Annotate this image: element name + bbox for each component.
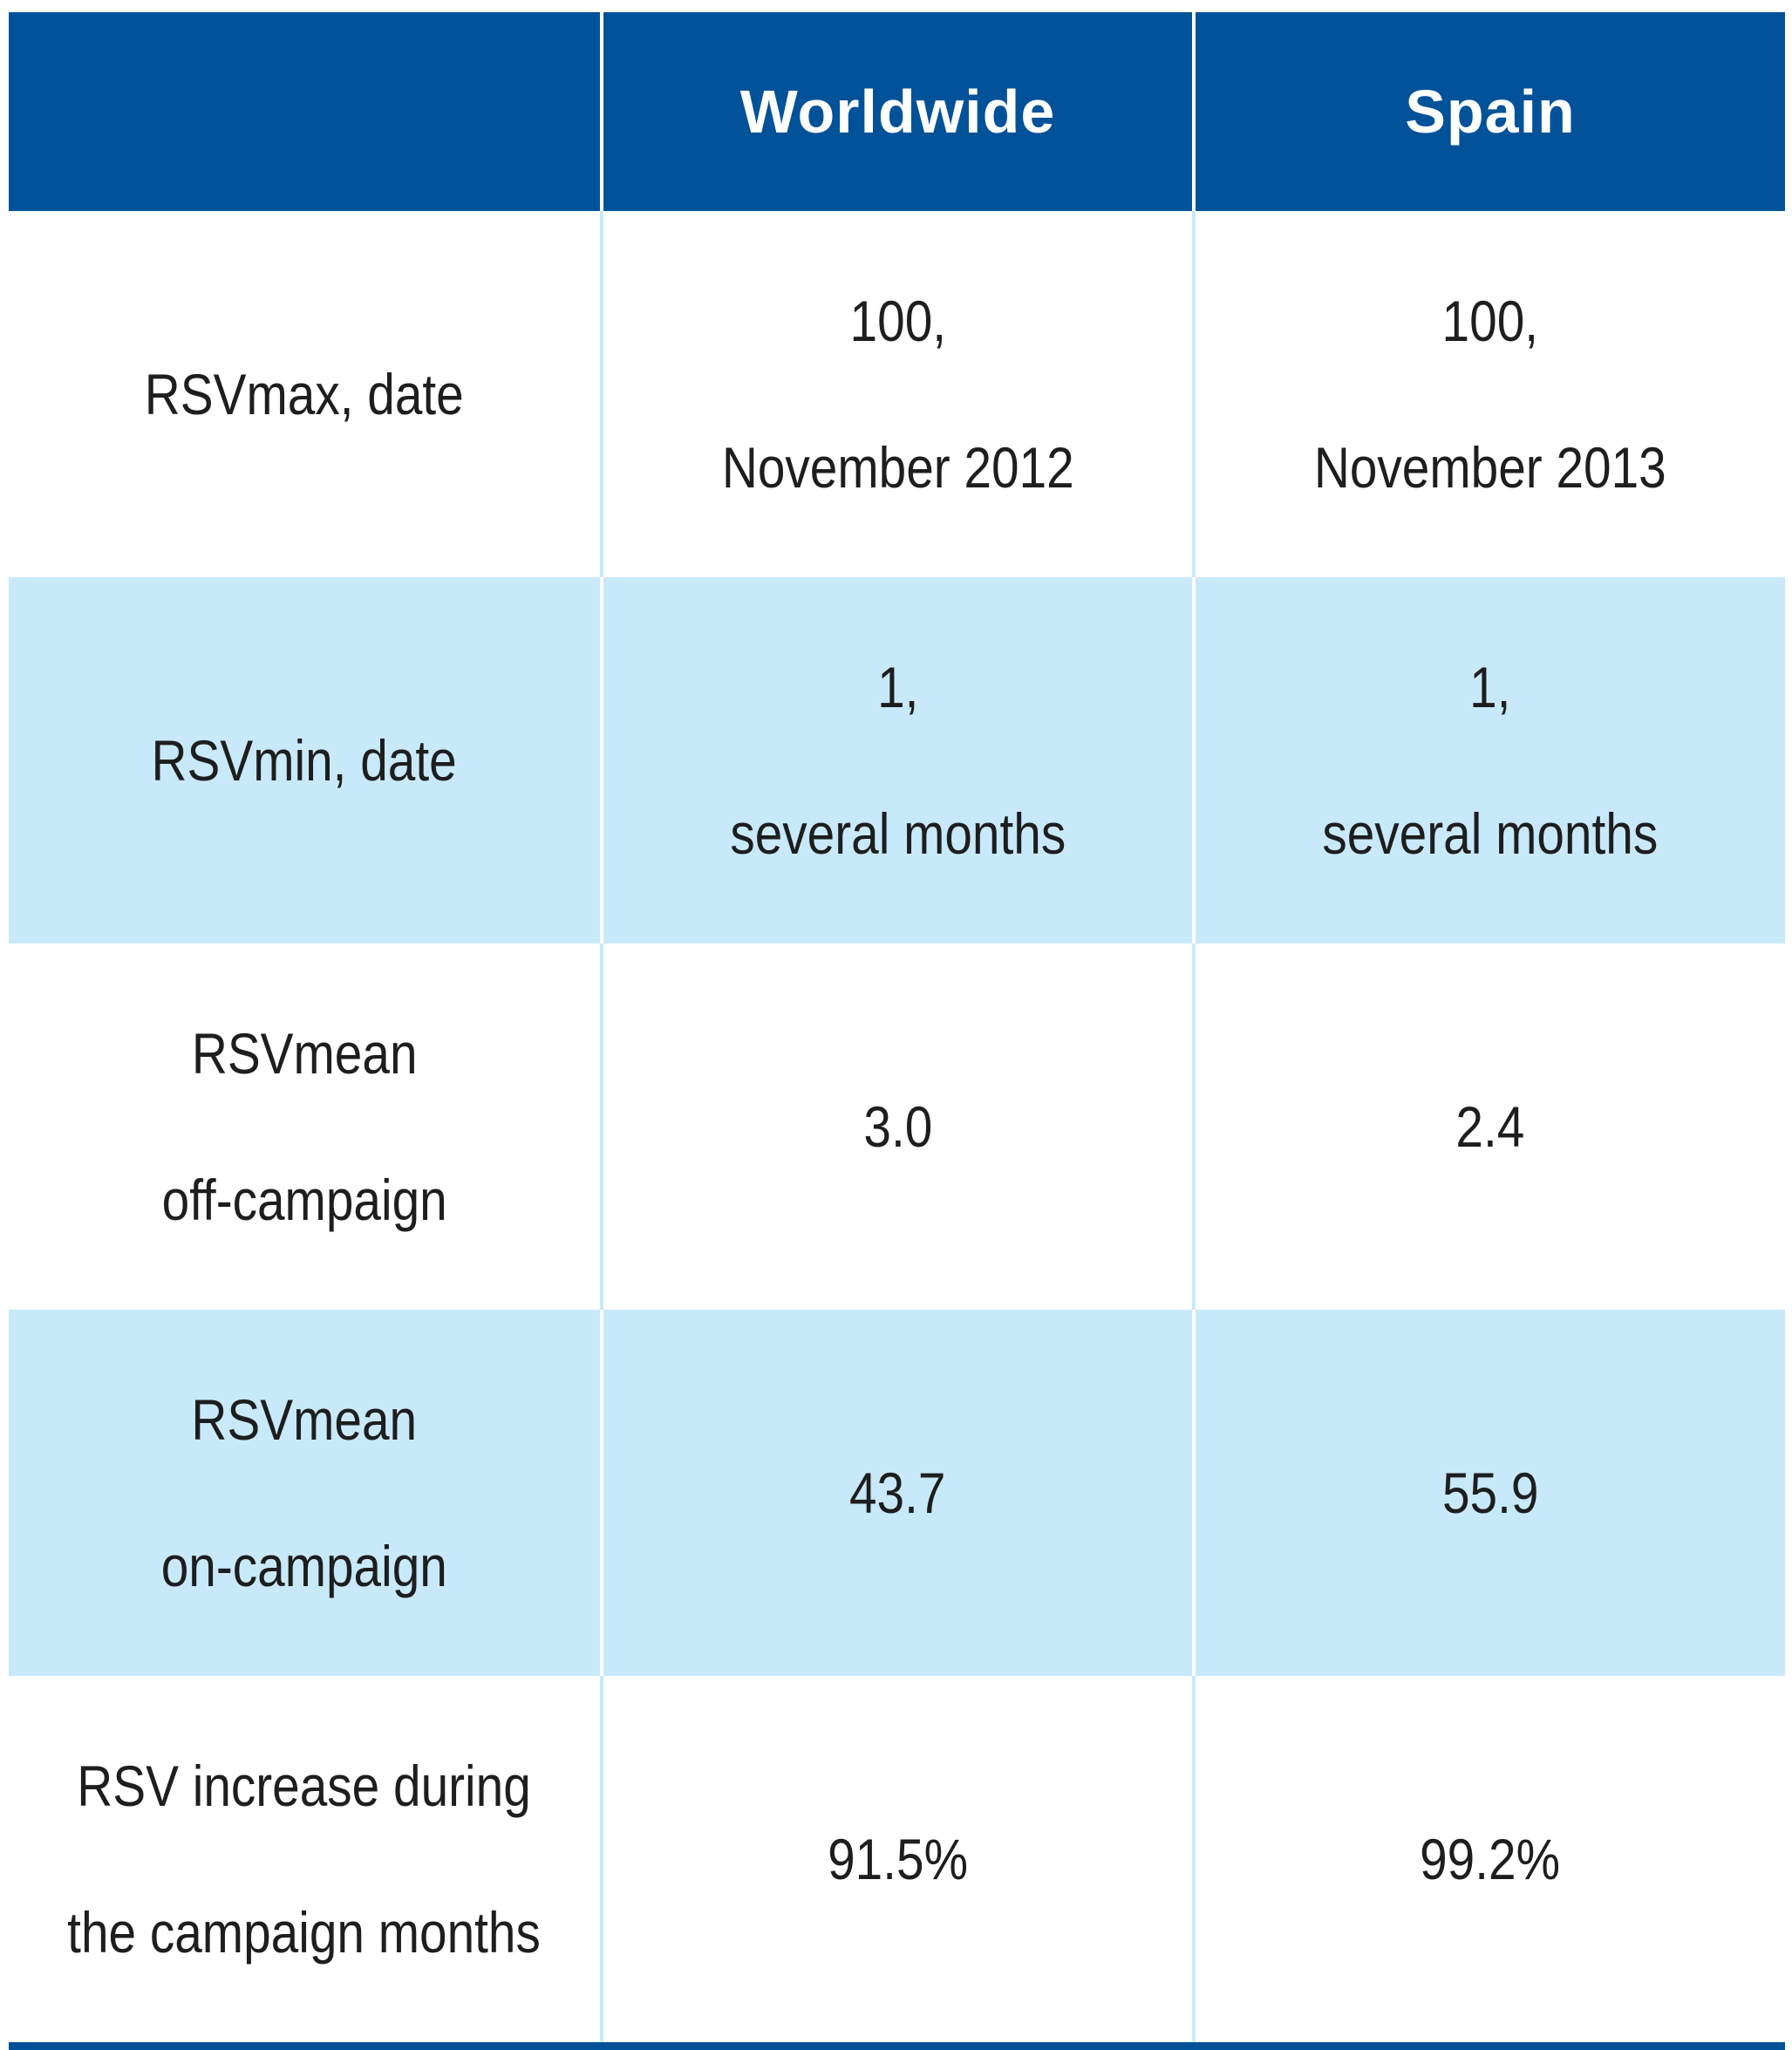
table-header: Worldwide Spain	[9, 12, 1785, 211]
value-line: 99.2%	[1420, 1827, 1561, 1891]
value-line: 100,	[1441, 289, 1539, 353]
table-row-rsvmean-off: RSVmean off-campaign 3.0 2.4	[9, 943, 1785, 1310]
spain-value: 1, several months	[1194, 577, 1785, 943]
value-line: 55.9	[1441, 1461, 1539, 1525]
worldwide-value: 1, several months	[602, 577, 1196, 943]
worldwide-value: 100, November 2012	[602, 211, 1196, 577]
row-label-line: RSVmax, date	[145, 362, 464, 426]
value-line: several months	[730, 801, 1066, 866]
value-line: 2.4	[1455, 1094, 1525, 1159]
rsv-comparison-table: Worldwide Spain RSVmax, date 100, Novemb…	[9, 12, 1785, 2050]
row-label: RSVmin, date	[9, 577, 603, 943]
row-label: RSVmean off-campaign	[9, 943, 603, 1310]
spain-value: 55.9	[1194, 1310, 1785, 1676]
row-label-line: RSV increase during	[77, 1754, 532, 1818]
row-label: RSVmax, date	[9, 211, 603, 577]
row-label-line: RSVmean	[191, 1021, 418, 1086]
worldwide-value: 43.7	[602, 1310, 1196, 1676]
header-corner-cell	[9, 12, 603, 211]
value-line: 1,	[876, 655, 919, 719]
header-worldwide: Worldwide	[602, 12, 1196, 211]
value-line: 43.7	[849, 1461, 946, 1525]
value-line: November 2012	[721, 435, 1074, 500]
value-line: several months	[1322, 801, 1659, 866]
row-label-line: on-campaign	[160, 1534, 448, 1598]
table-body: RSVmax, date 100, November 2012 100, Nov…	[9, 211, 1785, 2050]
header-row: Worldwide Spain	[9, 12, 1785, 211]
value-line: 1,	[1469, 655, 1511, 719]
row-label-line: RSVmin, date	[151, 728, 458, 793]
spain-value: 2.4	[1194, 943, 1785, 1310]
value-line: November 2013	[1314, 435, 1666, 500]
rsv-comparison-table-wrap: Worldwide Spain RSVmax, date 100, Novemb…	[9, 12, 1785, 2050]
worldwide-value: 3.0	[602, 943, 1196, 1310]
table-row-rsv-increase: RSV increase during the campaign months …	[9, 1676, 1785, 2050]
value-line: 100,	[849, 289, 946, 353]
row-label-line: the campaign months	[67, 1900, 542, 1965]
worldwide-value: 91.5%	[602, 1676, 1196, 2050]
value-line: 91.5%	[828, 1827, 968, 1891]
table-row-rsvmin: RSVmin, date 1, several months 1, severa…	[9, 577, 1785, 943]
table-row-rsvmean-on: RSVmean on-campaign 43.7 55.9	[9, 1310, 1785, 1676]
row-label-line: RSVmean	[191, 1387, 418, 1452]
row-label: RSV increase during the campaign months	[9, 1676, 603, 2050]
header-spain: Spain	[1194, 12, 1785, 211]
value-line: 3.0	[863, 1094, 932, 1159]
table-row-rsvmax: RSVmax, date 100, November 2012 100, Nov…	[9, 211, 1785, 577]
spain-value: 99.2%	[1194, 1676, 1785, 2050]
row-label-line: off-campaign	[161, 1168, 447, 1232]
spain-value: 100, November 2013	[1194, 211, 1785, 577]
row-label: RSVmean on-campaign	[9, 1310, 603, 1676]
